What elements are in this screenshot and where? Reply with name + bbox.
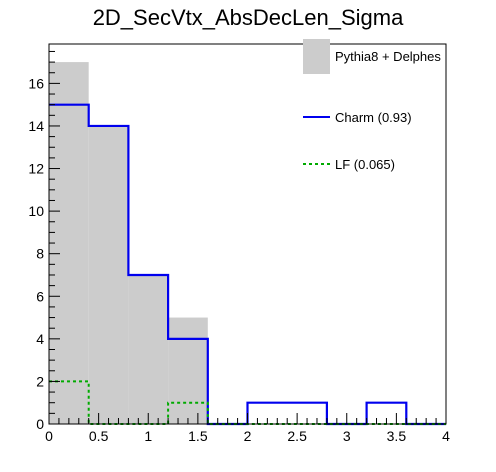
y-tick-label: 4: [36, 331, 44, 347]
x-tick-label: 4: [442, 428, 450, 444]
histogram-bar: [168, 317, 208, 424]
histogram-bar: [49, 62, 89, 424]
x-tick-label: 2.5: [287, 428, 307, 444]
x-tick-label: 0: [45, 428, 53, 444]
y-tick-label: 10: [28, 203, 44, 219]
chart-title: 2D_SecVtx_AbsDecLen_Sigma: [93, 5, 404, 30]
x-tick-label: 2: [244, 428, 252, 444]
y-tick-label: 8: [36, 246, 44, 262]
y-tick-label: 14: [28, 118, 44, 134]
y-tick-label: 6: [36, 288, 44, 304]
y-tick-label: 12: [28, 161, 44, 177]
histogram-bar: [128, 274, 169, 424]
x-tick-label: 0.5: [89, 428, 109, 444]
y-tick-label: 2: [36, 373, 44, 389]
axes: 0 0.5 1 1.5 2 2.5 3 3.5 4 0 2 4 6 8 10 12 14 16: [28, 43, 450, 444]
legend-label: LF (0.065): [335, 157, 395, 172]
x-tick-label: 1: [144, 428, 152, 444]
x-tick-label: 1.5: [188, 428, 208, 444]
y-tick-label: 0: [36, 416, 44, 432]
legend-swatch-filled: [303, 39, 330, 74]
legend-label: Pythia8 + Delphes: [335, 49, 441, 64]
x-tick-label: 3: [343, 428, 351, 444]
legend-label: Charm (0.93): [335, 110, 412, 125]
histogram-bar: [88, 125, 129, 424]
x-tick-label: 3.5: [387, 428, 407, 444]
y-tick-label: 16: [28, 75, 44, 91]
legend: Pythia8 + Delphes Charm (0.93) LF (0.065): [303, 39, 441, 172]
